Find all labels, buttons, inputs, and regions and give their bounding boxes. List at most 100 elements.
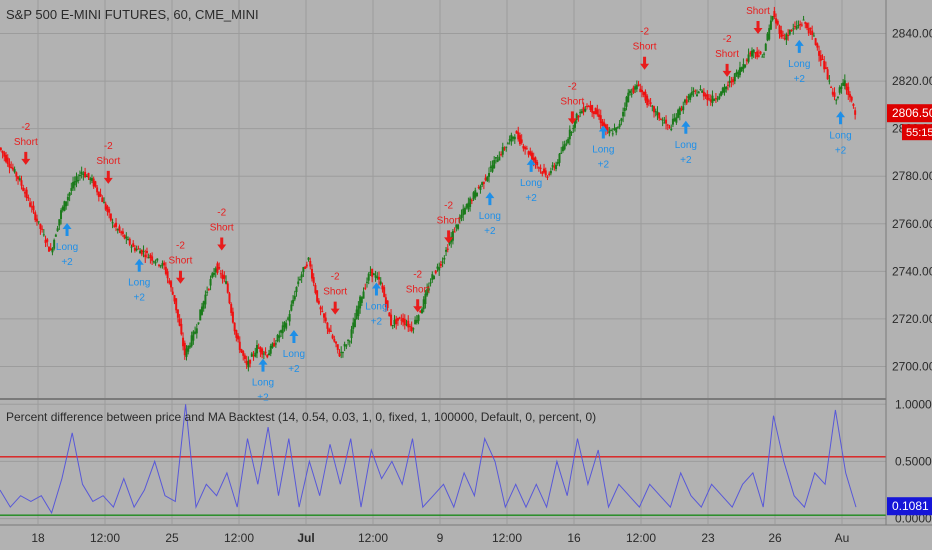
price-candle-body [331, 335, 334, 339]
price-candle-body [831, 91, 834, 95]
price-candle-body [168, 280, 171, 284]
price-candle-body [11, 167, 14, 170]
price-candle-body [271, 343, 274, 348]
indicator-title[interactable]: Percent difference between price and MA … [6, 410, 596, 424]
price-tick-label: 2780.00 [892, 169, 932, 183]
price-candle-body [697, 91, 700, 94]
price-candle-body [170, 281, 173, 288]
short-qty-label: -2 [444, 200, 453, 211]
price-candle-body [104, 203, 107, 210]
price-candle-body [675, 117, 678, 123]
price-candle-body [611, 133, 614, 135]
price-candle-body [756, 51, 759, 58]
price-candle-body [142, 251, 145, 253]
price-candle-body [500, 154, 503, 156]
price-candle-body [250, 353, 253, 357]
price-candle-body [195, 328, 198, 334]
price-candle-body [269, 345, 272, 354]
price-candle-body [118, 226, 121, 231]
price-candle-body [145, 251, 148, 253]
price-candle-body [553, 166, 556, 168]
price-candle-body [400, 319, 403, 321]
price-candle-body [393, 319, 396, 325]
price-candle-body [94, 181, 97, 187]
price-candle-body [556, 162, 559, 165]
price-candle-body [816, 43, 819, 48]
time-tick-label: 12:00 [626, 531, 656, 545]
price-candle-body [213, 272, 215, 275]
price-candle-body [84, 171, 87, 178]
price-candle-body [281, 325, 284, 334]
price-candle-body [164, 266, 167, 274]
price-candle-body [704, 94, 707, 97]
price-candle-body [610, 130, 613, 132]
price-candle-body [27, 197, 30, 199]
price-candle-body [653, 106, 656, 113]
price-candle-body [44, 239, 47, 243]
price-candle-body [402, 317, 405, 323]
price-candle-body [329, 330, 332, 332]
price-candle-body [156, 258, 159, 261]
oscillator-levels [0, 456, 886, 516]
price-candle-body [13, 169, 16, 173]
price-candle-body [761, 56, 764, 58]
price-candle-body [106, 206, 109, 212]
price-candle-body [420, 309, 423, 314]
price-candle-body [37, 221, 40, 223]
price-candle-body [512, 136, 515, 139]
price-candle-body [152, 261, 155, 263]
price-candle-body [341, 352, 344, 354]
price-candle-body [591, 105, 594, 113]
price-candle-body [543, 168, 546, 173]
price-axis[interactable]: 2840.002820.002800.002780.002760.002740.… [887, 27, 932, 374]
price-candle-body [352, 322, 355, 330]
price-candle-body [661, 119, 664, 121]
price-candle-body [721, 87, 724, 93]
price-candle-body [809, 27, 812, 30]
price-candle-body [659, 119, 662, 121]
time-axis[interactable]: 18 12:00 25 12:00 Jul 12:00 9 12:00 16 12:00 23 26 A… [31, 531, 849, 545]
price-candle-body [209, 279, 212, 286]
price-candle-body [29, 202, 32, 207]
price-candle-body [207, 288, 210, 290]
price-candle-body [579, 112, 582, 114]
price-candle-body [288, 314, 291, 322]
price-candle-body [211, 273, 214, 278]
price-candle-body [355, 309, 358, 320]
price-candle-body [1, 150, 4, 154]
price-candle-body [678, 107, 681, 115]
price-candle-body [252, 354, 255, 356]
price-candle-body [226, 283, 229, 293]
price-candle-body [783, 38, 786, 40]
price-candle-body [460, 214, 463, 218]
price-candle-body [747, 54, 750, 62]
price-candle-body [183, 342, 186, 356]
price-candle-body [362, 291, 365, 299]
price-candle-body [486, 176, 489, 181]
long-arrow-icon [289, 330, 299, 344]
price-candle-body [240, 349, 243, 353]
price-candle-body [462, 208, 465, 216]
price-candle-body [687, 96, 690, 99]
price-candle-body [290, 304, 293, 311]
countdown-label: 55:15 [906, 127, 932, 139]
price-candle-body [333, 338, 336, 342]
price-candle-body [445, 249, 448, 252]
price-candle-body [720, 91, 723, 96]
price-candle-body [39, 223, 42, 229]
long-arrow-icon [836, 111, 846, 125]
price-candles [0, 6, 857, 372]
short-qty-label: -2 [723, 34, 732, 45]
price-candle-body [68, 192, 71, 196]
price-candle-body [618, 123, 621, 127]
short-arrow-icon [413, 299, 423, 313]
price-candle-body [6, 157, 9, 164]
price-candle-body [467, 202, 470, 210]
price-candle-body [78, 175, 81, 177]
price-candle-body [824, 67, 827, 69]
short-qty-label: -2 [176, 241, 185, 252]
price-candle-body [302, 267, 305, 273]
price-candle-body [656, 111, 659, 116]
